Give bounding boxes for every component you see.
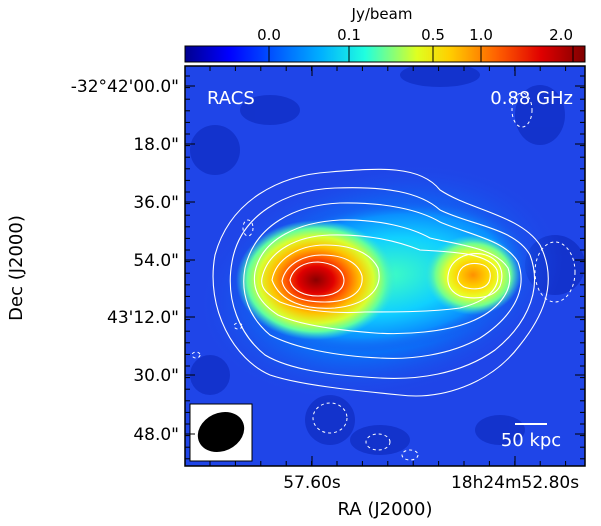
contour-level-7 [281,254,363,303]
colorbar-tick-label: 0.5 [421,26,445,44]
x-tick-labels: 57.60s 18h24m52.80s [283,473,579,493]
frequency-label: 0.88 GHz [490,88,573,109]
y-tick-label: 30.0" [133,366,179,386]
y-tick-label: 36.0" [133,193,179,213]
y-tick-label: 43'12.0" [107,308,179,328]
emission-east-component [236,220,396,340]
colorbar-tick-label: 2.0 [549,26,573,44]
colorbar-gradient [184,45,586,63]
y-tick-label: 18.0" [133,135,179,155]
x-tick-label: 18h24m52.80s [451,473,579,493]
axis-ticks [185,66,585,466]
x-tick-label: 57.60s [283,473,341,493]
y-tick-labels: -32°42'00.0" 18.0" 36.0" 54.0" 43'12.0" … [71,77,179,445]
x-axis-title: RA (J2000) [338,499,433,520]
contour-west-2 [457,262,491,290]
y-tick-label: 48.0" [133,425,179,445]
colorbar-tick-label: 0.0 [257,26,281,44]
contour-level-8 [289,261,345,297]
beam-ellipse [197,412,245,452]
contour-level-2 [229,187,536,379]
colorbar-tick-label: 1.0 [469,26,493,44]
contour-level-1 [212,168,549,397]
contour-west-1 [447,253,503,299]
contour-lines [212,168,549,397]
y-tick-label: -32°42'00.0" [71,77,179,97]
colorbar-ticks: 0.0 0.1 0.5 1.0 2.0 [257,26,574,62]
emission-west-component [425,235,521,315]
contour-level-5 [261,234,499,314]
survey-label: RACS [207,88,255,109]
contour-level-3 [243,202,522,359]
y-tick-label: 54.0" [133,251,179,271]
scalebar-label: 50 kpc [501,430,561,451]
negative-contours [191,92,576,461]
map-panel: RACS 0.88 GHz 50 kpc [185,66,585,466]
colorbar: Jy/beam 0.0 0.1 0.5 1.0 2.0 [184,5,586,63]
map-frame [184,65,586,467]
contour-level-6 [271,244,380,309]
y-axis-title: Dec (J2000) [6,215,27,321]
colorbar-title: Jy/beam [351,5,413,23]
contour-level-4 [253,219,511,335]
colorbar-tick-label: 0.1 [337,26,361,44]
